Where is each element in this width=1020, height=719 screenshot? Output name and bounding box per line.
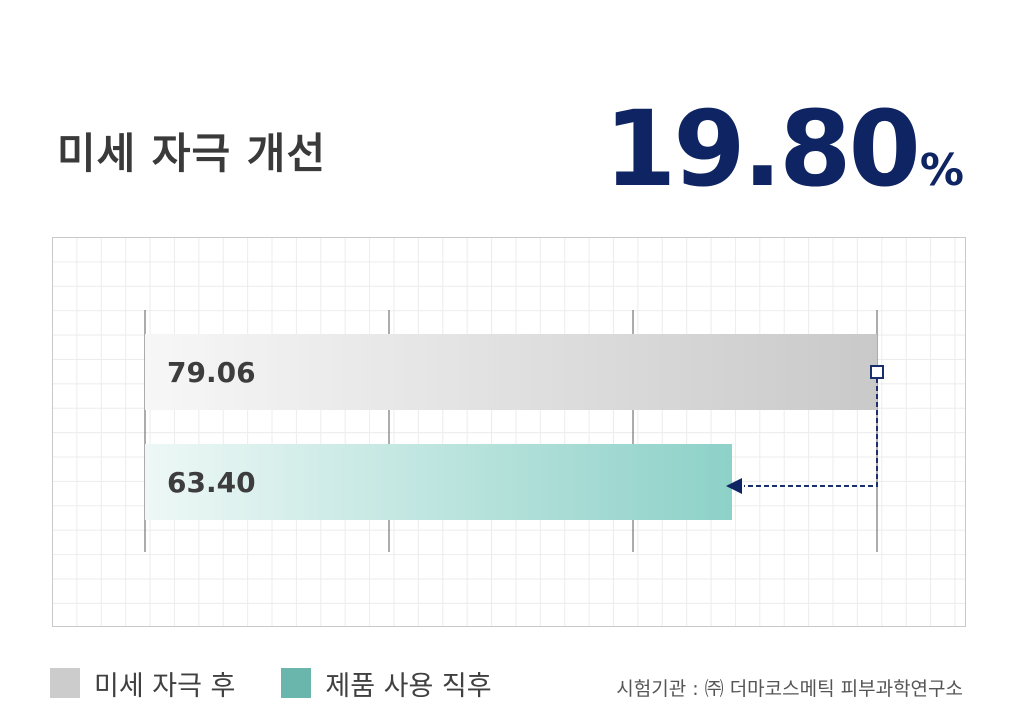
improvement-headline: 19.80%: [604, 88, 964, 210]
difference-arrow-line: [744, 378, 878, 487]
source-note: 시험기관 : ㈜ 더마코스메틱 피부과학연구소: [616, 678, 963, 700]
legend-label-after-stimulus: 미세 자극 후: [94, 670, 236, 702]
legend-item-after-stimulus: 미세 자극 후: [50, 664, 235, 703]
chart-area: 79.06 63.40: [52, 237, 966, 627]
legend: 미세 자극 후 제품 사용 직후: [50, 664, 538, 703]
legend-label-after-product: 제품 사용 직후: [325, 670, 492, 702]
legend-swatch-gray: [50, 668, 80, 698]
bar-after-product: [145, 444, 733, 520]
data-label: 79.06: [167, 356, 256, 389]
start-marker: [870, 365, 884, 379]
data-label: 63.40: [167, 466, 256, 499]
bar-after-stimulus: [145, 334, 877, 410]
improvement-value: 19.80: [603, 88, 921, 210]
legend-item-after-product: 제품 사용 직후: [281, 664, 492, 703]
bar-chart: 79.06 63.40: [144, 310, 884, 552]
chart-title: 미세 자극 개선: [57, 129, 327, 178]
arrow-head: [726, 478, 743, 494]
legend-swatch-teal: [281, 668, 312, 698]
improvement-unit: %: [919, 145, 964, 196]
